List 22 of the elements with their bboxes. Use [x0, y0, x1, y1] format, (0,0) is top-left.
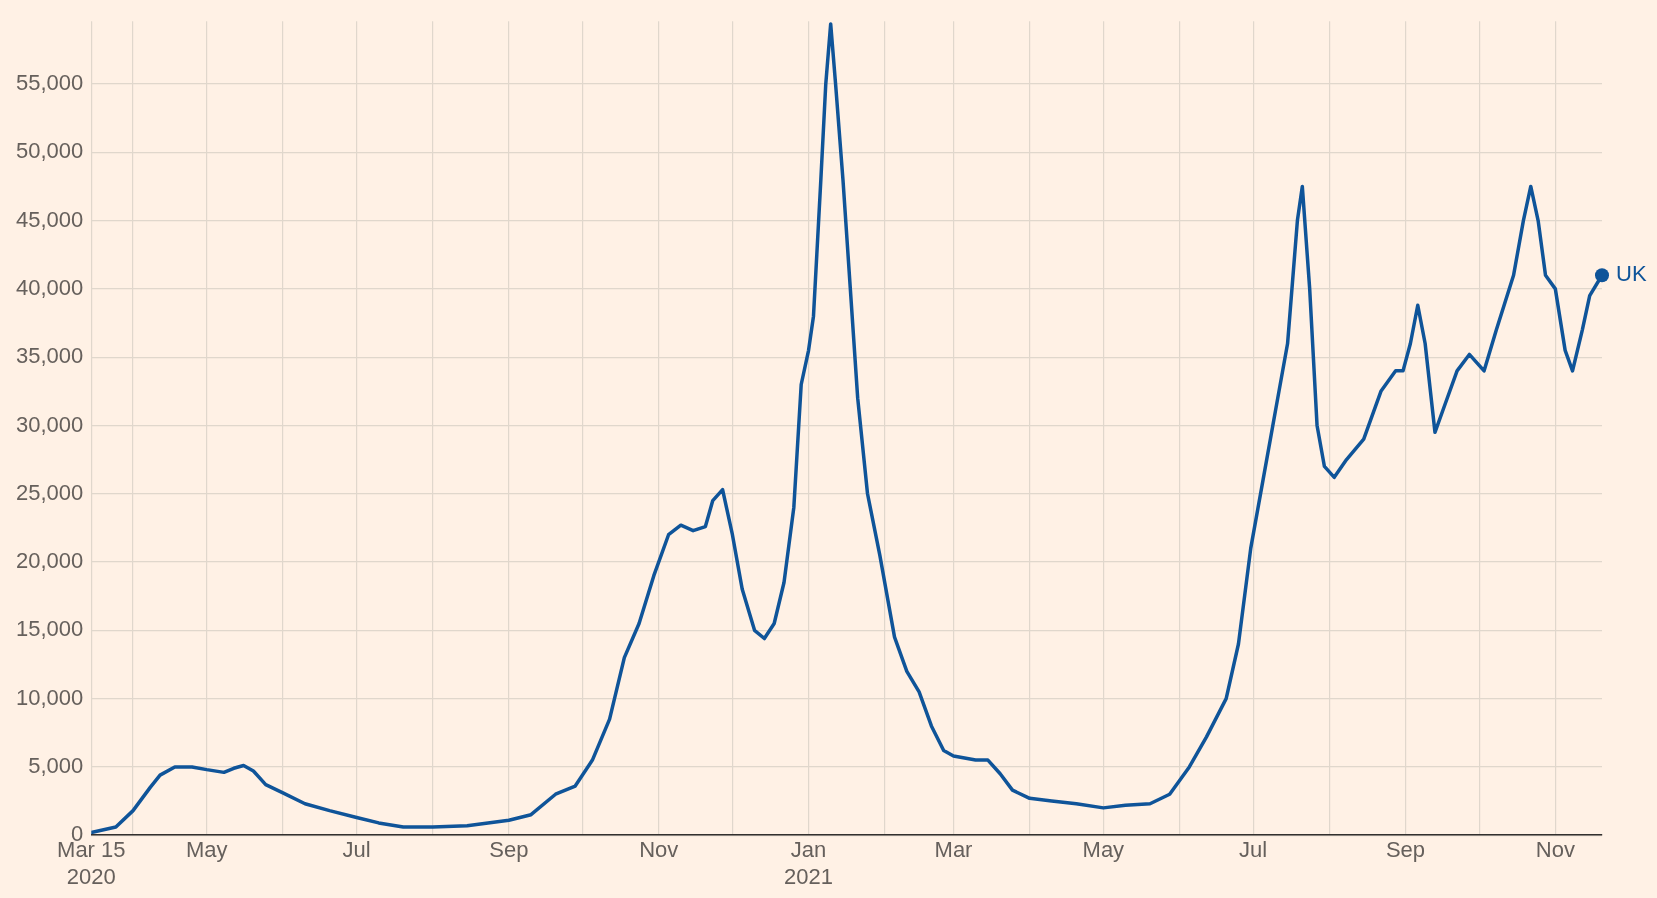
x-tick-label: May: [185, 837, 228, 863]
y-tick-label: 40,000: [15, 274, 84, 300]
y-tick-label: 30,000: [15, 411, 84, 437]
y-tick-label: 15,000: [15, 616, 84, 642]
y-tick-label: 55,000: [15, 70, 84, 96]
x-tick-label: May: [1082, 837, 1125, 863]
y-tick-label: 35,000: [15, 343, 84, 369]
y-tick-label: 5,000: [28, 752, 84, 778]
x-tick-label: Nov: [639, 837, 679, 863]
x-tick-label: Sep: [1385, 837, 1426, 863]
y-tick-label: 10,000: [15, 684, 84, 710]
x-tick-label: Jan 2021: [784, 837, 834, 889]
series-label: UK: [1616, 261, 1647, 287]
y-tick-label: 20,000: [15, 548, 84, 574]
x-tick-label: Nov: [1535, 837, 1575, 863]
x-tick-label: Mar: [934, 837, 973, 863]
x-tick-label: Sep: [489, 837, 529, 863]
x-tick-label: Jul: [1239, 837, 1268, 863]
x-tick-label: Jul: [342, 837, 371, 863]
y-tick-label: 50,000: [15, 138, 84, 164]
y-tick-label: 25,000: [15, 479, 84, 505]
y-tick-label: 45,000: [15, 206, 84, 232]
